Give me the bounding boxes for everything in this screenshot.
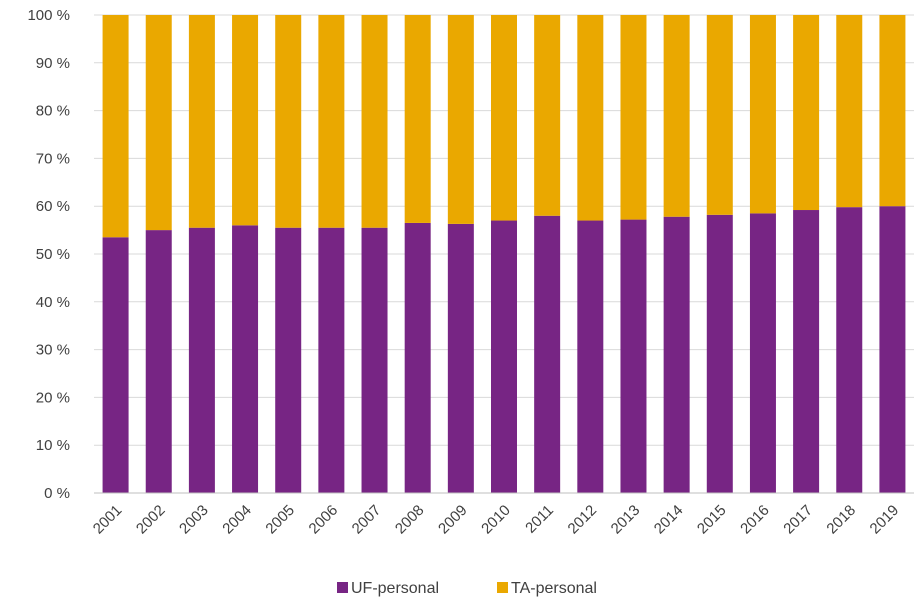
legend-label: UF-personal xyxy=(351,580,439,597)
bar-uf-personal-2014 xyxy=(663,216,690,493)
y-tick-label: 10 % xyxy=(36,437,70,454)
y-tick-label: 0 % xyxy=(44,485,70,502)
bar-ta-personal-2019 xyxy=(879,15,906,207)
bar-ta-personal-2015 xyxy=(706,15,733,215)
y-tick-label: 50 % xyxy=(36,246,70,263)
y-tick-label: 80 % xyxy=(36,103,70,120)
bar-ta-personal-2018 xyxy=(836,15,863,208)
x-tick-label: 2010 xyxy=(478,502,514,538)
x-tick-label: 2006 xyxy=(306,502,342,538)
bar-uf-personal-2009 xyxy=(447,223,474,494)
bar-uf-personal-2006 xyxy=(318,227,345,493)
x-tick-label: 2013 xyxy=(608,502,644,538)
bar-uf-personal-2001 xyxy=(102,237,129,493)
bar-ta-personal-2007 xyxy=(361,15,388,228)
y-tick-label: 100 % xyxy=(27,7,70,24)
bar-uf-personal-2018 xyxy=(836,207,863,493)
bar-ta-personal-2017 xyxy=(793,15,820,211)
bar-uf-personal-2005 xyxy=(275,227,302,493)
legend-label: TA-personal xyxy=(511,580,597,597)
bar-ta-personal-2011 xyxy=(534,15,561,216)
x-tick-label: 2002 xyxy=(133,502,169,538)
bar-ta-personal-2014 xyxy=(663,15,690,217)
bar-ta-personal-2006 xyxy=(318,15,345,228)
bar-ta-personal-2002 xyxy=(145,15,172,231)
y-tick-label: 60 % xyxy=(36,198,70,215)
bar-ta-personal-2004 xyxy=(232,15,259,226)
x-tick-label: 2019 xyxy=(867,502,903,538)
bar-uf-personal-2010 xyxy=(491,220,517,494)
bar-ta-personal-2008 xyxy=(404,15,431,223)
bar-ta-personal-2010 xyxy=(491,15,517,221)
y-tick-label: 40 % xyxy=(36,294,70,311)
bar-uf-personal-2003 xyxy=(188,227,215,493)
x-tick-label: 2004 xyxy=(219,502,255,538)
bar-ta-personal-2013 xyxy=(620,15,647,220)
legend: UF-personal TA-personal xyxy=(337,580,597,597)
bar-ta-personal-2012 xyxy=(577,15,604,221)
bar-uf-personal-2007 xyxy=(361,227,388,493)
y-axis-tick-labels: 0 % 10 % 20 % 30 % 40 % 50 % 60 % 70 % 80 % 90 % 1… xyxy=(27,7,70,502)
y-tick-label: 90 % xyxy=(36,55,70,72)
x-tick-label: 2015 xyxy=(694,502,730,538)
x-tick-label: 2017 xyxy=(780,502,816,538)
bar-uf-personal-2004 xyxy=(232,225,259,493)
bar-uf-personal-2015 xyxy=(706,214,733,493)
y-tick-label: 70 % xyxy=(36,150,70,167)
bar-ta-personal-2005 xyxy=(275,15,302,228)
x-tick-label: 2016 xyxy=(737,502,773,538)
bar-uf-personal-2019 xyxy=(879,206,906,493)
x-tick-label: 2009 xyxy=(435,502,471,538)
x-tick-label: 2014 xyxy=(651,502,687,538)
bar-uf-personal-2017 xyxy=(793,210,820,494)
y-tick-label: 20 % xyxy=(36,389,70,406)
bar-ta-personal-2016 xyxy=(749,15,776,214)
x-tick-label: 2001 xyxy=(90,502,126,538)
bar-ta-personal-2009 xyxy=(447,15,474,224)
bars xyxy=(102,15,906,494)
x-axis-tick-labels: 2001 2002 2003 2004 2005 2006 2007 2008 2009 2010… xyxy=(90,502,902,538)
bar-uf-personal-2012 xyxy=(577,220,604,494)
legend-swatch xyxy=(337,582,348,593)
legend-swatch xyxy=(497,582,508,593)
x-tick-label: 2012 xyxy=(565,502,601,538)
x-tick-label: 2011 xyxy=(522,502,557,537)
x-tick-label: 2008 xyxy=(392,502,428,538)
y-tick-label: 30 % xyxy=(36,342,70,359)
x-tick-label: 2018 xyxy=(823,502,859,538)
bar-uf-personal-2016 xyxy=(749,213,776,493)
bar-ta-personal-2003 xyxy=(188,15,215,228)
bar-ta-personal-2001 xyxy=(102,15,129,238)
bar-uf-personal-2011 xyxy=(534,215,561,493)
x-tick-label: 2007 xyxy=(349,502,385,538)
bar-uf-personal-2008 xyxy=(404,222,431,493)
bar-uf-personal-2002 xyxy=(145,230,172,493)
x-tick-label: 2005 xyxy=(262,502,298,538)
x-tick-label: 2003 xyxy=(176,502,212,538)
bar-uf-personal-2013 xyxy=(620,219,647,494)
